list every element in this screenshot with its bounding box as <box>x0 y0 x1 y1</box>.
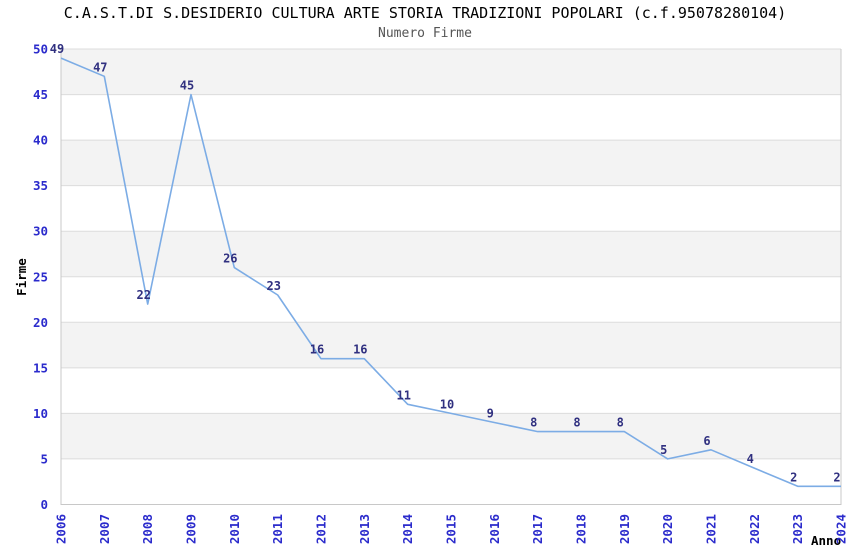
data-point-label: 11 <box>396 388 410 402</box>
data-point-label: 5 <box>660 443 667 457</box>
data-point-label: 23 <box>266 279 280 293</box>
x-tick-labels: 2006 2007 2008 2009 2010 2011 2012 2013 2014 2015… <box>54 514 849 544</box>
y-tick-label: 0 <box>40 497 48 512</box>
x-tick-label: 2016 <box>487 514 502 544</box>
plot-band <box>61 49 841 95</box>
data-point-label: 10 <box>440 397 454 411</box>
y-tick-label: 35 <box>33 178 48 193</box>
data-point-label: 8 <box>530 416 537 430</box>
data-point-label: 49 <box>50 42 64 56</box>
data-point-label: 2 <box>833 470 840 484</box>
data-point-label: 9 <box>487 407 494 421</box>
y-tick-label: 30 <box>33 224 48 239</box>
x-tick-label: 2009 <box>184 514 199 544</box>
data-point-label: 6 <box>703 434 710 448</box>
x-tick-label: 2010 <box>227 514 242 544</box>
y-tick-label: 20 <box>33 315 48 330</box>
axis-border-path <box>60 49 842 505</box>
axis-border <box>60 49 842 505</box>
x-tick-label: 2023 <box>790 514 805 544</box>
y-tick-label: 25 <box>33 269 48 284</box>
plot-band <box>61 413 841 459</box>
x-axis-title: Anno <box>811 533 842 548</box>
x-tick-label: 2022 <box>747 514 762 544</box>
y-tick-label: 15 <box>33 360 48 375</box>
x-tick-label: 2008 <box>140 514 155 544</box>
x-tick-label: 2024 <box>834 514 849 544</box>
data-point-label: 8 <box>573 416 580 430</box>
data-point-label: 4 <box>747 452 754 466</box>
data-point-label: 26 <box>223 252 237 266</box>
x-tick-label: 2014 <box>400 514 415 544</box>
x-tick-label: 2020 <box>660 514 675 544</box>
x-tick-label: 2011 <box>270 514 285 544</box>
plot-band <box>61 322 841 368</box>
numero-firme-line <box>60 57 841 488</box>
data-point-label: 16 <box>310 343 324 357</box>
y-tick-label: 45 <box>33 87 48 102</box>
series <box>60 57 841 488</box>
x-tick-label: 2013 <box>357 514 372 544</box>
data-point-label: 47 <box>93 60 107 74</box>
data-point-label: 16 <box>353 343 367 357</box>
data-point-label: 2 <box>790 470 797 484</box>
y-tick-labels: 0 5 10 15 20 25 30 35 40 45 50 <box>33 42 48 513</box>
plot-bands <box>61 49 841 459</box>
x-tick-label: 2012 <box>314 514 329 544</box>
x-tick-label: 2006 <box>54 514 69 544</box>
x-tick-label: 2007 <box>97 514 112 544</box>
y-tick-label: 5 <box>40 451 48 466</box>
x-tick-label: 2021 <box>704 514 719 544</box>
data-point-label: 8 <box>617 416 624 430</box>
y-tick-label: 10 <box>33 406 48 421</box>
data-point-label: 22 <box>136 288 150 302</box>
y-tick-label: 40 <box>33 133 48 148</box>
plot-band <box>61 140 841 186</box>
plot-band <box>61 231 841 277</box>
x-tick-label: 2017 <box>530 514 545 544</box>
y-tick-label: 50 <box>33 42 48 57</box>
chart-title: C.A.S.T.DI S.DESIDERIO CULTURA ARTE STOR… <box>63 4 787 22</box>
x-tick-label: 2015 <box>444 514 459 544</box>
x-tick-label: 2019 <box>617 514 632 544</box>
x-tick-label: 2018 <box>574 514 589 544</box>
chart-subtitle: Numero Firme <box>378 26 472 41</box>
data-point-label: 45 <box>180 79 194 93</box>
